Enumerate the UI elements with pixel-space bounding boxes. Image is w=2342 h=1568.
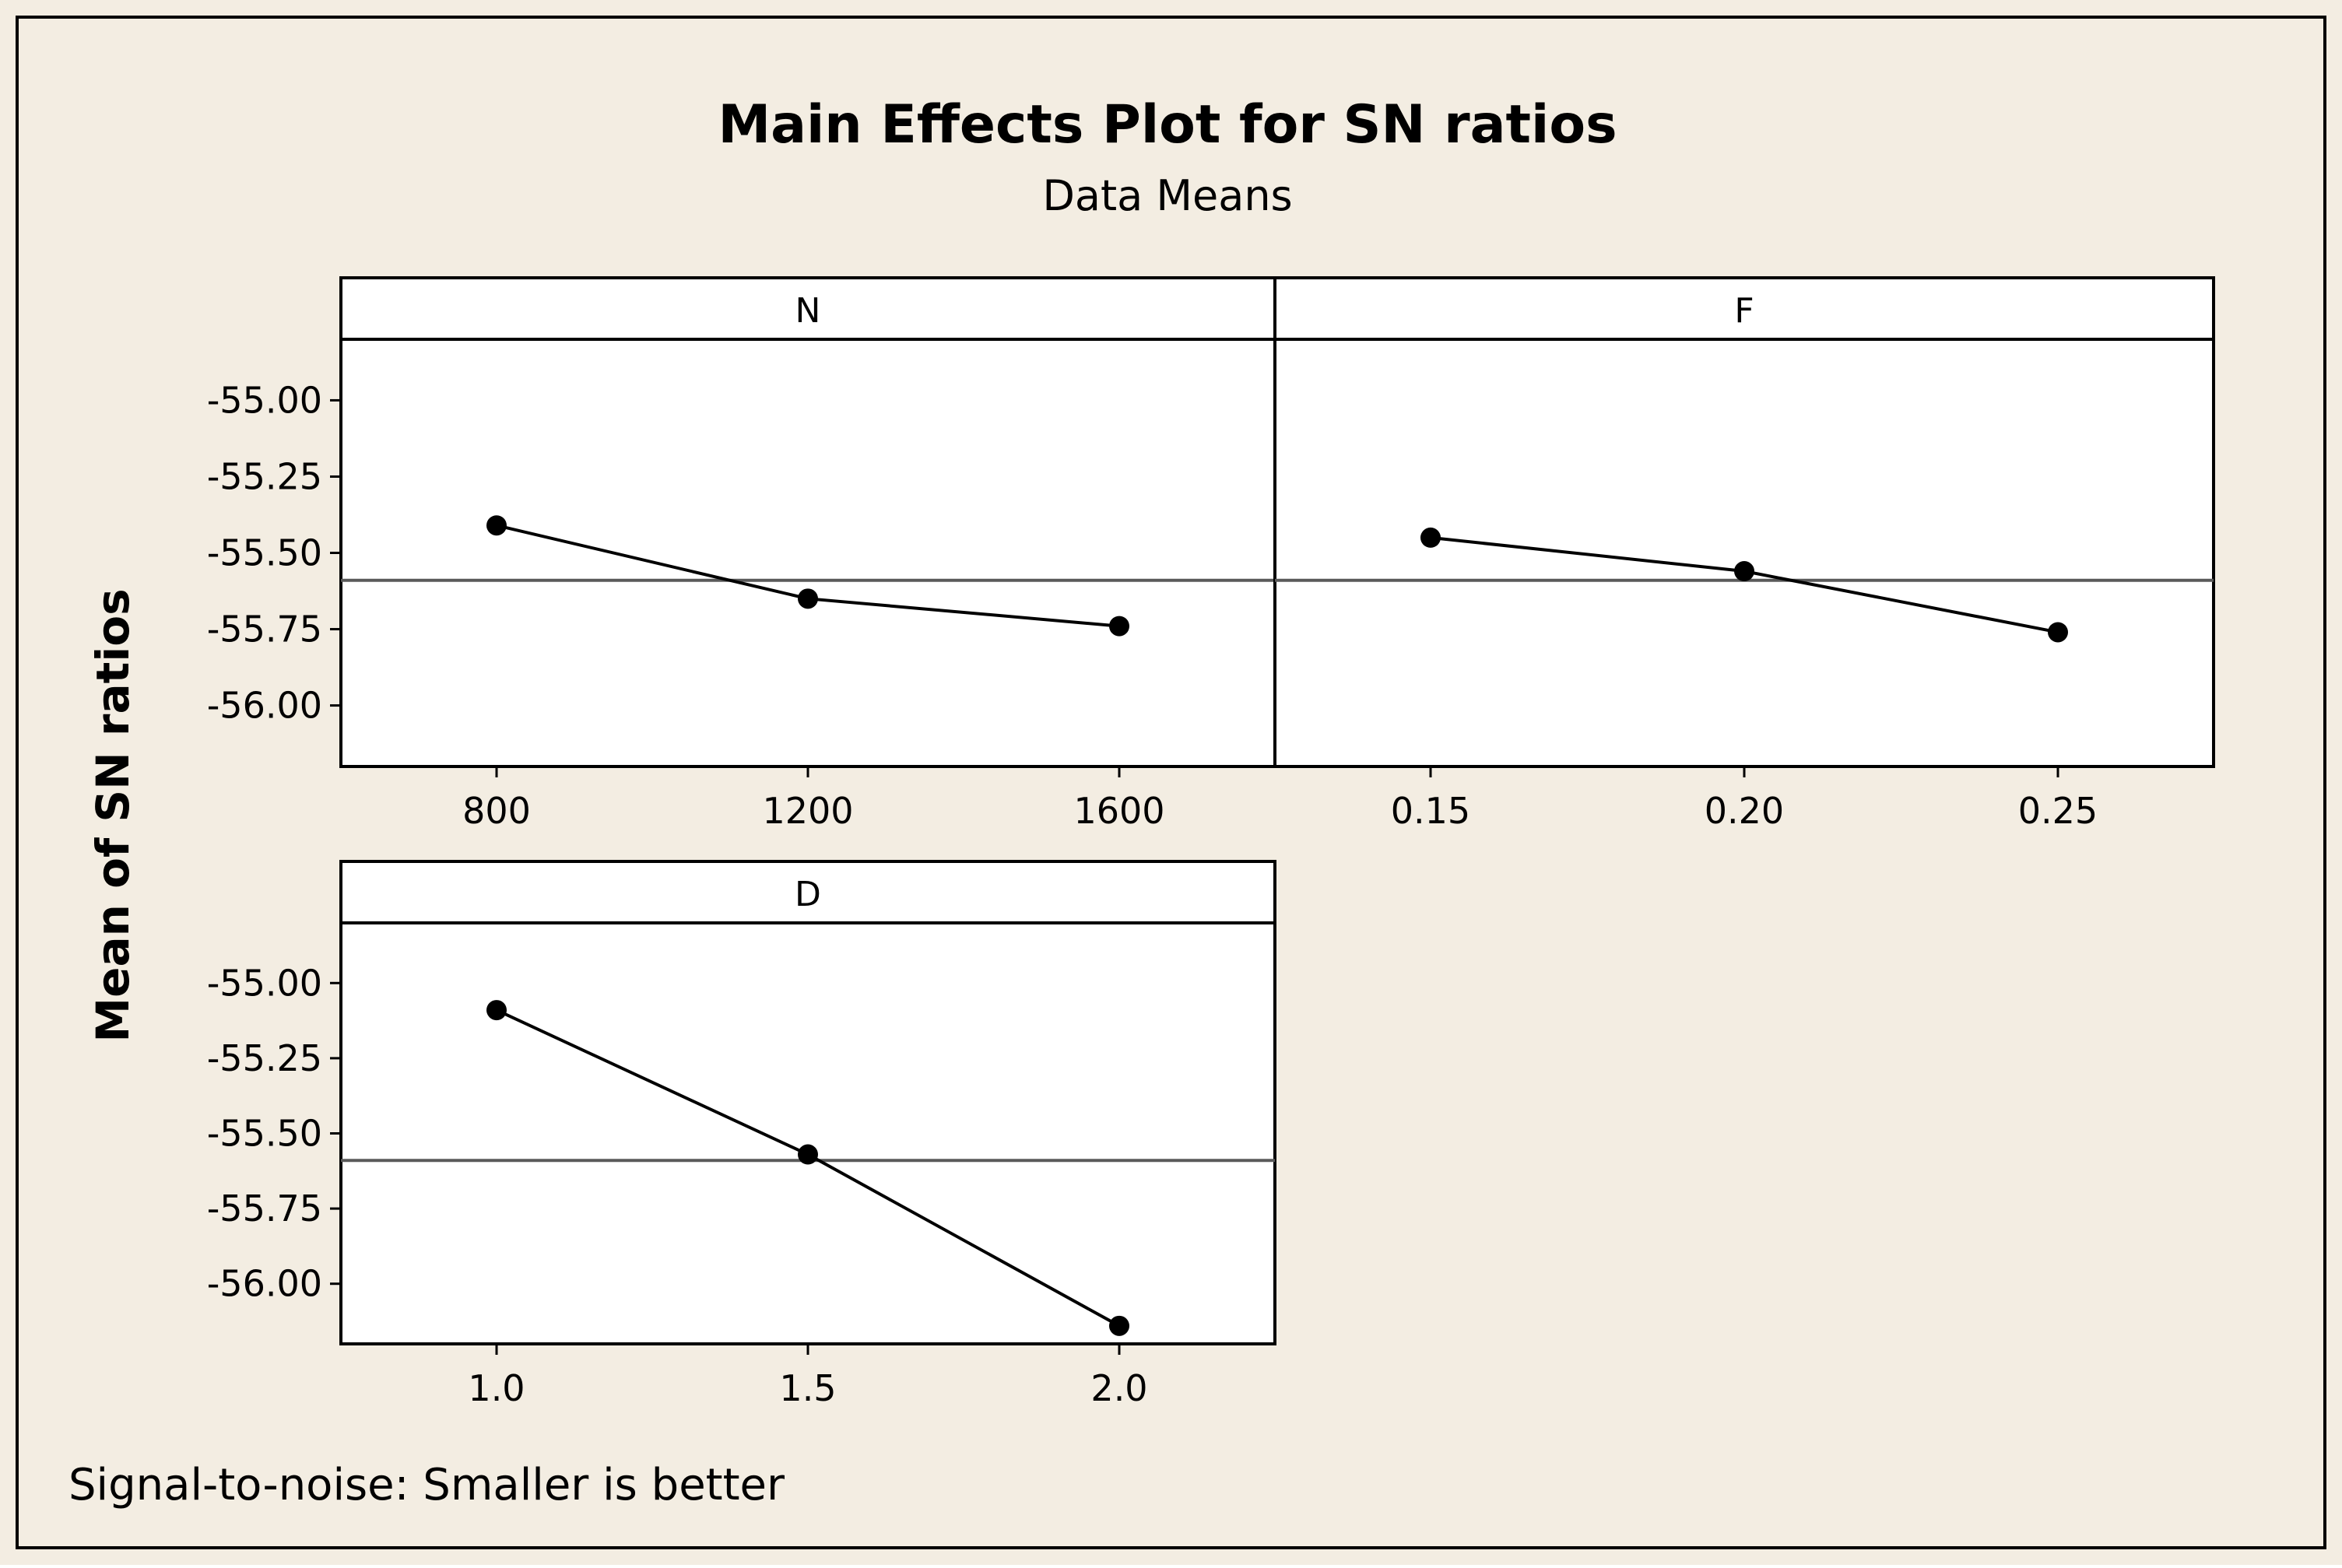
data-point bbox=[1109, 616, 1129, 637]
panels-layer: N -55.00 -55.25 -55.50 -55.75 -56.00 800 1200 16… bbox=[207, 276, 2215, 1409]
panel-strip-label: D bbox=[795, 875, 821, 914]
panel-strip-label: N bbox=[795, 291, 821, 331]
y-tick-label: -55.00 bbox=[207, 962, 322, 1004]
x-tick-label: 2.0 bbox=[1090, 1367, 1147, 1409]
data-point bbox=[486, 1000, 507, 1021]
chart-subtitle: Data Means bbox=[1042, 171, 1292, 220]
panel-frame bbox=[339, 860, 1276, 1345]
panel-n: N -55.00 -55.25 -55.50 -55.75 -56.00 800 1200 16… bbox=[207, 276, 1276, 832]
x-tick-label: 0.25 bbox=[2018, 790, 2098, 832]
y-tick-label: -55.25 bbox=[207, 455, 322, 497]
y-tick-label: -55.75 bbox=[207, 609, 322, 651]
y-tick-label: -55.50 bbox=[207, 532, 322, 574]
y-axis-label: Mean of SN ratios bbox=[86, 588, 139, 1042]
data-point bbox=[1420, 527, 1441, 548]
y-tick-label: -55.75 bbox=[207, 1187, 322, 1229]
panel-d: D -55.00 -55.25 -55.50 -55.75 -56.00 1.0 1.5 2.0 bbox=[207, 860, 1276, 1409]
panel-strip-label: F bbox=[1734, 291, 1754, 331]
x-tick-label: 800 bbox=[462, 790, 531, 832]
x-tick-label: 0.20 bbox=[1705, 790, 1784, 832]
data-point bbox=[798, 588, 818, 609]
panel-frame bbox=[339, 276, 1276, 768]
data-point bbox=[1109, 1315, 1129, 1336]
y-tick-label: -56.00 bbox=[207, 1263, 322, 1305]
x-tick-label: 1200 bbox=[762, 790, 853, 832]
panel-frame bbox=[1273, 276, 2215, 768]
y-tick-label: -55.00 bbox=[207, 379, 322, 421]
chart-title: Main Effects Plot for SN ratios bbox=[718, 94, 1617, 156]
footnote: Signal-to-noise: Smaller is better bbox=[68, 1460, 785, 1510]
panel-f: F 0.15 0.20 0.25 bbox=[1273, 276, 2215, 832]
x-tick-label: 1600 bbox=[1073, 790, 1164, 832]
data-point bbox=[798, 1144, 818, 1165]
x-tick-label: 0.15 bbox=[1391, 790, 1470, 832]
x-tick-label: 1.5 bbox=[779, 1367, 836, 1409]
y-tick-label: -55.25 bbox=[207, 1037, 322, 1079]
data-point bbox=[1734, 561, 1754, 582]
y-tick-label: -56.00 bbox=[207, 685, 322, 727]
chart-outer-frame bbox=[16, 16, 2326, 1549]
y-tick-label: -55.50 bbox=[207, 1113, 322, 1155]
data-point bbox=[486, 515, 507, 536]
data-point bbox=[2048, 622, 2068, 643]
x-tick-label: 1.0 bbox=[468, 1367, 525, 1409]
